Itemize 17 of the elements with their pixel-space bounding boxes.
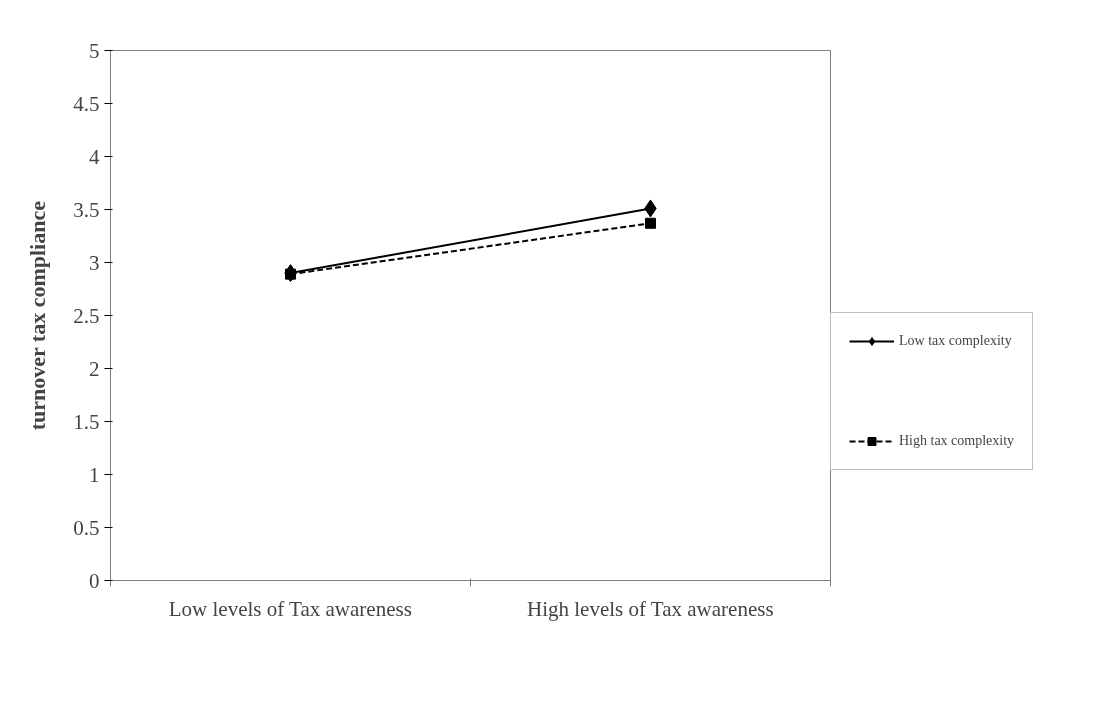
y-tick-label: 4 <box>89 144 100 169</box>
x-tick-label: Low levels of Tax awareness <box>168 596 412 621</box>
y-tick-label: 2.5 <box>73 303 100 328</box>
y-tick-label: 1.5 <box>73 409 100 434</box>
legend-label: Low tax complexity <box>899 333 1012 349</box>
y-tick-label: 0 <box>89 568 100 593</box>
legend-label: High tax complexity <box>899 433 1015 449</box>
y-tick-label: 2 <box>89 356 100 381</box>
y-tick-label: 3 <box>89 250 100 275</box>
y-tick-label: 4.5 <box>73 91 100 116</box>
y-axis-title: turnover tax compliance <box>25 200 51 431</box>
y-tick-label: 0.5 <box>73 515 100 540</box>
y-tick-label: 1 <box>89 462 100 487</box>
y-tick-label: 3.5 <box>73 197 100 222</box>
y-tick-label: 5 <box>89 38 100 63</box>
x-tick-label: High levels of Tax awareness <box>527 596 774 621</box>
point <box>645 217 656 229</box>
